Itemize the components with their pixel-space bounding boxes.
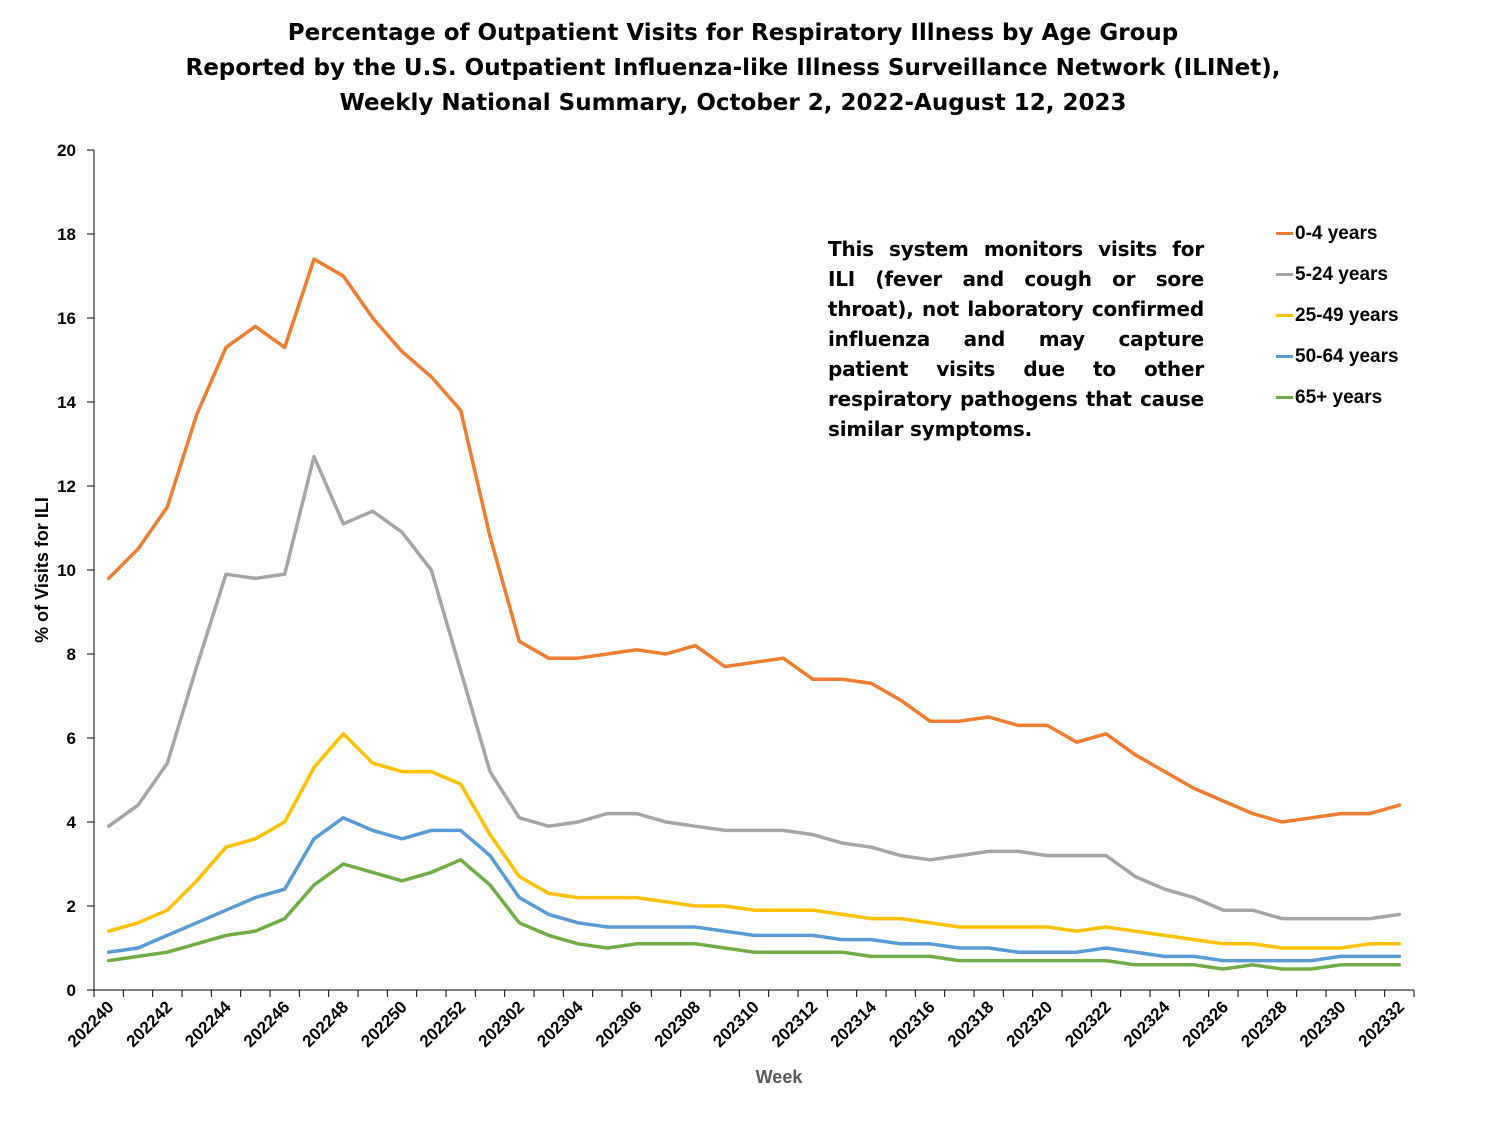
y-tick-label: 18 [57,225,76,244]
legend-item: 5-24 years [1276,254,1399,295]
x-tick-label: 202322 [1061,997,1115,1051]
x-tick-label: 202306 [592,997,646,1051]
y-tick-label: 8 [67,645,76,664]
legend-item: 65+ years [1276,377,1399,418]
series-line-25-49-years [106,732,1402,950]
legend-label: 65+ years [1295,386,1383,408]
x-tick-label: 202328 [1237,997,1291,1051]
chart-annotation: This system monitors visits for ILI (fev… [828,237,1204,441]
x-tick-label: 202308 [651,997,705,1051]
chart-title-line-2: Reported by the U.S. Outpatient Influenz… [185,55,1281,81]
y-tick-label: 4 [67,813,77,832]
x-tick-label: 202250 [357,997,411,1051]
legend-swatch [1276,396,1293,399]
x-tick-label: 202312 [768,997,822,1051]
x-tick-label: 202324 [1120,997,1174,1051]
series-line-50-64-years [106,816,1402,963]
series-lines [106,257,1402,971]
series-line-5-24-years [106,454,1402,921]
y-tick-label: 10 [57,561,76,580]
x-tick-label: 202320 [1003,997,1057,1051]
x-tick-label: 202244 [181,997,235,1051]
x-tick-label: 202242 [123,997,177,1051]
legend-item: 25-49 years [1276,295,1399,336]
legend-label: 50-64 years [1295,345,1399,367]
x-tick-label: 202332 [1355,997,1409,1051]
y-tick-label: 16 [57,309,76,328]
x-tick-label: 202240 [64,997,118,1051]
x-tick-label: 202248 [299,997,353,1051]
legend-label: 25-49 years [1295,304,1399,326]
x-axis-title: Week [756,1067,804,1087]
x-tick-label: 202252 [416,997,470,1051]
x-tick-label: 202316 [885,997,939,1051]
y-tick-label: 6 [67,729,76,748]
chart-title-line-3: Weekly National Summary, October 2, 2022… [339,90,1127,116]
legend-item: 0-4 years [1276,213,1399,254]
x-tick-label: 202246 [240,997,294,1051]
x-tick-label: 202310 [709,997,763,1051]
legend-swatch [1276,232,1293,235]
legend-label: 0-4 years [1295,222,1378,244]
series-line-65-years [106,858,1402,971]
y-tick-label: 2 [67,897,76,916]
legend-swatch [1276,314,1293,317]
series-line-0-4-years [106,257,1402,824]
y-tick-label: 14 [57,393,76,412]
chart-legend: 0-4 years 5-24 years 25-49 years 50-64 year… [1276,213,1399,418]
x-tick-label: 202326 [1179,997,1233,1051]
x-tick-label: 202314 [827,997,881,1051]
legend-swatch [1276,273,1293,276]
y-tick-label: 12 [57,477,76,496]
axes [87,149,1415,997]
y-tick-label: 20 [57,141,76,160]
x-tick-label: 202302 [475,997,529,1051]
legend-item: 50-64 years [1276,336,1399,377]
legend-swatch [1276,355,1293,358]
x-tick-label: 202330 [1296,997,1350,1051]
x-tick-label: 202304 [533,997,587,1051]
chart-title: Percentage of Outpatient Visits for Resp… [0,16,1466,121]
chart-title-line-1: Percentage of Outpatient Visits for Resp… [287,20,1179,46]
x-tick-label: 202318 [944,997,998,1051]
legend-label: 5-24 years [1295,263,1388,285]
y-axis-title: % of Visits for ILI [32,497,52,643]
y-tick-label: 0 [67,981,76,1000]
